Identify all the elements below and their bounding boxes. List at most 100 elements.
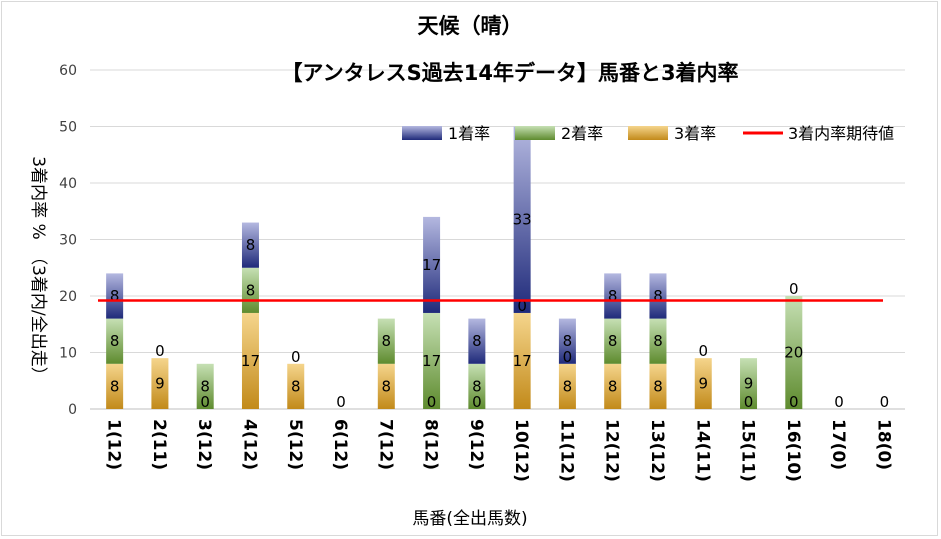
bar-segment-3着率 [241,312,259,409]
x-tick-label: 3(12) [194,419,214,470]
x-tick-label: 7(12) [375,419,395,470]
data-label-1着率: 8 [110,287,120,305]
bars [106,126,803,409]
legend-label-3rd: 3着率 [674,124,716,143]
data-label-1着率: 8 [608,287,618,305]
data-label-2着率: 0 [563,348,573,366]
data-label-1着率: 8 [472,332,482,350]
bar-segment-3着率 [377,363,395,409]
x-tick-label: 14(11) [692,419,712,482]
data-labels: 8889008178880088017170881703380888888890… [98,211,889,411]
bar-segment-1着率 [423,216,441,313]
bar-segment-1着率 [649,273,667,319]
x-tick-label: 16(10) [783,419,803,482]
data-label-1着率: 33 [513,211,532,229]
x-tick-label: 12(12) [602,419,622,482]
legend-label-1st: 1着率 [448,124,490,143]
data-label-3着率: 0 [200,393,210,411]
y-tick-label: 40 [59,176,77,192]
data-label-1着率: 8 [246,236,256,254]
x-tick-label: 13(12) [647,419,667,482]
data-label-2着率: 8 [472,377,482,395]
data-label-1着率: 17 [422,256,441,274]
legend: 1着率 2着率 3着率 3着内率期待値 [402,124,894,143]
x-tick-label: 11(12) [556,419,576,482]
data-label-2着率: 8 [110,332,120,350]
data-label-2着率: 17 [422,352,441,370]
bar-segment-1着率 [106,273,124,319]
data-label-2着率: 8 [653,332,663,350]
data-label-3着率: 9 [155,375,165,393]
x-tick-label: 18(0) [873,419,893,470]
data-label-3着率: 8 [608,377,618,395]
data-label-3着率: 8 [382,377,392,395]
bar-segment-1着率 [558,318,576,364]
data-label-3着率: 0 [472,393,482,411]
x-tick-label: 9(12) [466,419,486,470]
data-label-1着率: 8 [563,332,573,350]
data-label-2着率: 8 [608,332,618,350]
legend-swatch-2nd [515,126,555,140]
bar-segment-3着率 [649,363,667,409]
x-tick-label: 2(11) [149,419,169,470]
x-tick-label: 10(12) [511,419,531,482]
bar-segment-1着率 [604,273,622,319]
data-label-3着率: 0 [427,393,437,411]
data-label-2着率: 8 [200,377,210,395]
y-tick-label: 20 [59,289,77,305]
y-tick-label: 10 [59,346,77,362]
data-label-3着率: 8 [110,377,120,395]
legend-swatch-3rd [628,126,668,140]
bar-segment-1着率 [468,318,486,364]
bar-segment-2着率 [649,318,667,364]
bar-segment-2着率 [377,318,395,364]
bar-segment-2着率 [423,312,441,409]
bar-segment-3着率 [513,312,531,409]
data-label-3着率: 8 [653,377,663,395]
x-axis-title: 馬番(全出馬数) [412,509,527,529]
y-tick-label: 50 [59,120,77,136]
bar-segment-3着率 [287,363,305,409]
bar-segment-3着率 [558,363,576,409]
bar-segment-2着率 [785,296,803,409]
y-tick-label: 30 [59,233,77,249]
data-label-3着率: 8 [563,377,573,395]
x-tick-label: 17(0) [828,419,848,470]
bar-segment-3着率 [151,358,169,409]
data-label-2着率: 9 [744,375,754,393]
data-label-3着率: 17 [513,352,532,370]
bar-segment-3着率 [694,358,712,409]
data-label-2着率: 0 [291,348,301,366]
x-tick-label: 15(11) [738,419,758,482]
bar-segment-2着率 [468,363,486,409]
data-label-1着率: 0 [789,280,799,298]
x-tick-label: 1(12) [104,419,124,470]
data-label-3着率: 0 [789,393,799,411]
data-label-3着率: 17 [241,352,260,370]
data-label-3着率: 8 [291,377,301,395]
y-tick-label: 0 [68,402,77,418]
data-label-2着率: 8 [382,332,392,350]
data-label-2着率: 0 [155,342,165,360]
bar-segment-1着率 [241,222,259,268]
bar-segment-1着率 [513,126,531,313]
data-label-2着率: 8 [246,281,256,299]
data-label-3着率: 0 [336,393,346,411]
data-label-2着率: 20 [784,344,803,362]
legend-label-expected: 3着内率期待値 [788,124,894,143]
data-label-2着率: 0 [698,342,708,360]
data-label-2着率: 0 [517,297,527,315]
data-label-3着率: 0 [834,393,844,411]
x-tick-label: 8(12) [421,419,441,470]
bar-segment-2着率 [196,363,214,409]
y-axis-title: 3着内率 % （3着内/全出走） [28,156,48,383]
data-label-1着率: 8 [653,287,663,305]
bar-segment-2着率 [604,318,622,364]
gridlines [90,69,905,410]
data-label-3着率: 0 [880,393,890,411]
bar-segment-2着率 [740,358,758,409]
legend-label-2nd: 2着率 [561,124,603,143]
bar-segment-3着率 [106,363,124,409]
